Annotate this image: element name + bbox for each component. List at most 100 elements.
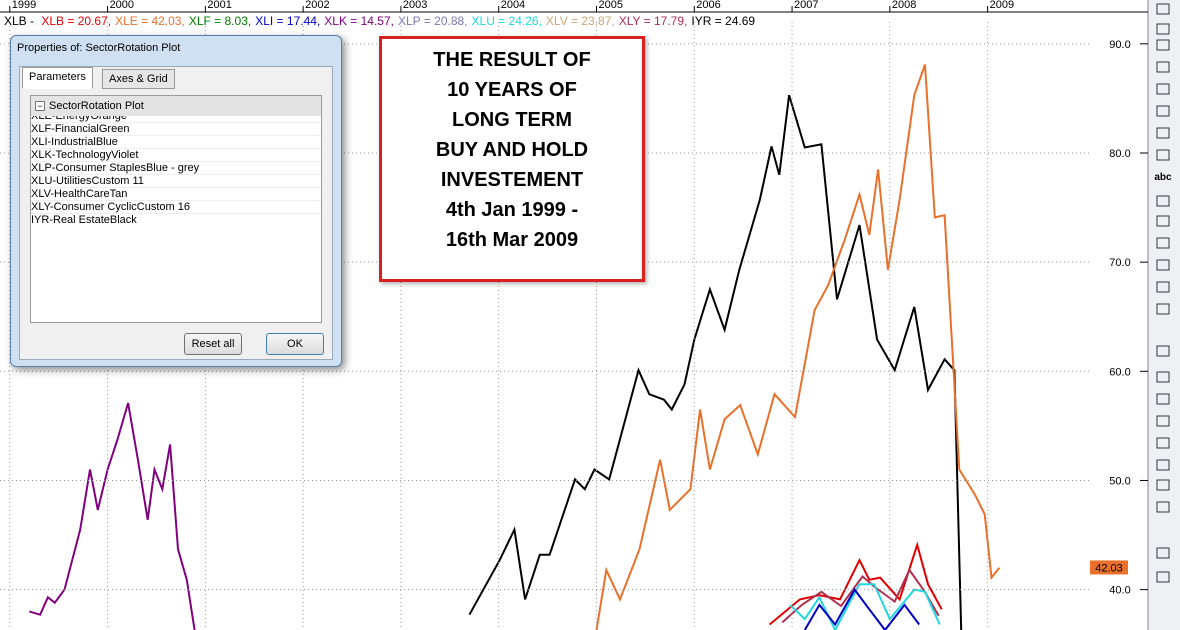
quote-item: XLU = 24.26, <box>471 14 542 28</box>
row-label: XLY-Consumer Cyclic <box>31 201 137 213</box>
tool-icon[interactable] <box>1156 3 1170 15</box>
color-name: Custom 16 <box>136 201 190 213</box>
tool-icon[interactable] <box>1156 415 1170 427</box>
tool-icon[interactable] <box>1156 39 1170 51</box>
row-label: XLP-Consumer Staples <box>31 162 146 174</box>
property-row[interactable]: XLU-UtilitiesCustom 11 <box>31 174 321 187</box>
tool-icon[interactable] <box>1156 105 1170 117</box>
color-name: Green <box>98 123 130 135</box>
quote-item: XLB = 20.67, <box>41 14 112 28</box>
annotation-line: 16th Mar 2009 <box>445 229 579 251</box>
quote-bar: XLB - XLB = 20.67, XLE = 42.03, XLF = 8.03… <box>4 14 759 28</box>
annotation-line: THE RESULT OF <box>433 49 591 71</box>
y-tick-label: 50.0 <box>1109 475 1130 487</box>
x-tick-label: 1999 <box>12 0 36 11</box>
group-row[interactable]: − SectorRotation Plot <box>31 96 321 116</box>
tool-icon[interactable] <box>1156 571 1170 583</box>
last-value-tag <box>1090 560 1128 575</box>
property-grid: − SectorRotation Plot XLB-Basic Material… <box>30 95 322 323</box>
annotation-box: THE RESULT OF 10 YEARS OF LONG TERM BUY AND… <box>379 36 645 282</box>
annotation-line: 10 YEARS OF <box>447 79 577 101</box>
tool-icon[interactable] <box>1156 61 1170 73</box>
color-name: Black <box>109 214 137 226</box>
last-value-label: 42.03 <box>1095 562 1123 574</box>
tool-icon[interactable] <box>1156 215 1170 227</box>
quote-item: XLV = 23.87, <box>545 14 615 28</box>
series-line <box>595 64 1001 630</box>
text-tool[interactable]: abc <box>1154 172 1172 183</box>
row-label: XLI-Industrial <box>31 136 96 148</box>
row-label: XLF-Financial <box>31 123 99 135</box>
y-tick-label: 40.0 <box>1109 585 1130 597</box>
x-tick-label: 2001 <box>207 0 231 11</box>
button[interactable]: Reset all <box>184 333 242 355</box>
color-name: Tan <box>109 188 128 200</box>
quote-item: IYR = 24.69 <box>691 14 756 28</box>
property-row[interactable]: XLF-FinancialGreen <box>31 122 321 135</box>
series-line <box>468 94 963 630</box>
toolbar-bg <box>1148 0 1180 630</box>
tool-icon[interactable] <box>1156 393 1170 405</box>
x-tick-label: 2003 <box>403 0 427 11</box>
y-tick-label: 80.0 <box>1109 148 1130 160</box>
quote-item: XLB - <box>4 14 38 28</box>
tool-icon[interactable] <box>1156 437 1170 449</box>
tool-icon[interactable] <box>1156 501 1170 513</box>
x-tick-label: 2008 <box>892 0 916 11</box>
tool-icon[interactable] <box>1156 547 1170 559</box>
row-label: XLK-Technology <box>31 149 112 161</box>
x-tick-label: 2004 <box>501 0 525 11</box>
annotation-line: BUY AND HOLD <box>435 139 589 161</box>
quote-item: XLI = 17.44, <box>255 14 321 28</box>
tab[interactable]: Axes & Grid <box>102 69 175 89</box>
group-name: SectorRotation Plot <box>49 100 144 112</box>
annotation-line: INVESTEMENT <box>440 169 584 191</box>
quote-item: XLP = 20.88, <box>398 14 468 28</box>
property-row[interactable]: IYR-Real EstateBlack <box>31 213 321 226</box>
tool-icon[interactable] <box>1156 83 1170 95</box>
quote-item: XLF = 8.03, <box>188 14 252 28</box>
tool-icon[interactable] <box>1156 459 1170 471</box>
tool-icon[interactable] <box>1156 479 1170 491</box>
button[interactable]: OK <box>266 333 324 355</box>
tool-icon[interactable] <box>1156 303 1170 315</box>
row-label: XLV-HealthCare <box>31 188 110 200</box>
series-line <box>781 568 940 624</box>
properties-dialog: Properties of: SectorRotation Plot Param… <box>10 35 342 367</box>
color-name: Violet <box>111 149 139 161</box>
annotation-line: LONG TERM <box>452 109 572 131</box>
x-tick-label: 2006 <box>696 0 720 11</box>
x-tick-label: 2000 <box>110 0 134 11</box>
tool-icon[interactable] <box>1156 237 1170 249</box>
tool-icon[interactable] <box>1156 259 1170 271</box>
row-label: XLU-Utilities <box>31 175 92 187</box>
series-line <box>789 583 941 630</box>
tool-icon[interactable] <box>1156 149 1170 161</box>
x-tick-label: 2005 <box>598 0 622 11</box>
tool-icon[interactable] <box>1156 345 1170 357</box>
property-row[interactable]: XLV-HealthCareTan <box>31 187 321 200</box>
property-row[interactable]: XLI-IndustrialBlue <box>31 135 321 148</box>
tool-icon[interactable] <box>1156 281 1170 293</box>
tool-icon[interactable] <box>1156 23 1170 35</box>
x-tick-label: 2007 <box>794 0 818 11</box>
series-line <box>29 402 196 630</box>
series-line <box>803 587 921 630</box>
row-label: IYR-Real Estate <box>31 214 110 226</box>
y-tick-label: 60.0 <box>1109 366 1130 378</box>
quote-item: XLE = 42.03, <box>115 14 185 28</box>
tool-icons <box>1156 3 1170 583</box>
annotation-line: 4th Jan 1999 - <box>445 199 579 221</box>
quote-item: XLK = 14.57, <box>324 14 394 28</box>
property-row[interactable]: XLP-Consumer StaplesBlue - grey <box>31 161 321 174</box>
color-name: Blue - grey <box>145 162 200 174</box>
plot-area <box>29 64 1001 630</box>
collapse-icon[interactable]: − <box>35 101 45 111</box>
property-row[interactable]: XLY-Consumer CyclicCustom 16 <box>31 200 321 213</box>
property-row[interactable]: XLK-TechnologyViolet <box>31 148 321 161</box>
tab[interactable]: Parameters <box>22 67 93 89</box>
tool-icon[interactable] <box>1156 195 1170 207</box>
tool-icon[interactable] <box>1156 127 1170 139</box>
tool-icon[interactable] <box>1156 371 1170 383</box>
